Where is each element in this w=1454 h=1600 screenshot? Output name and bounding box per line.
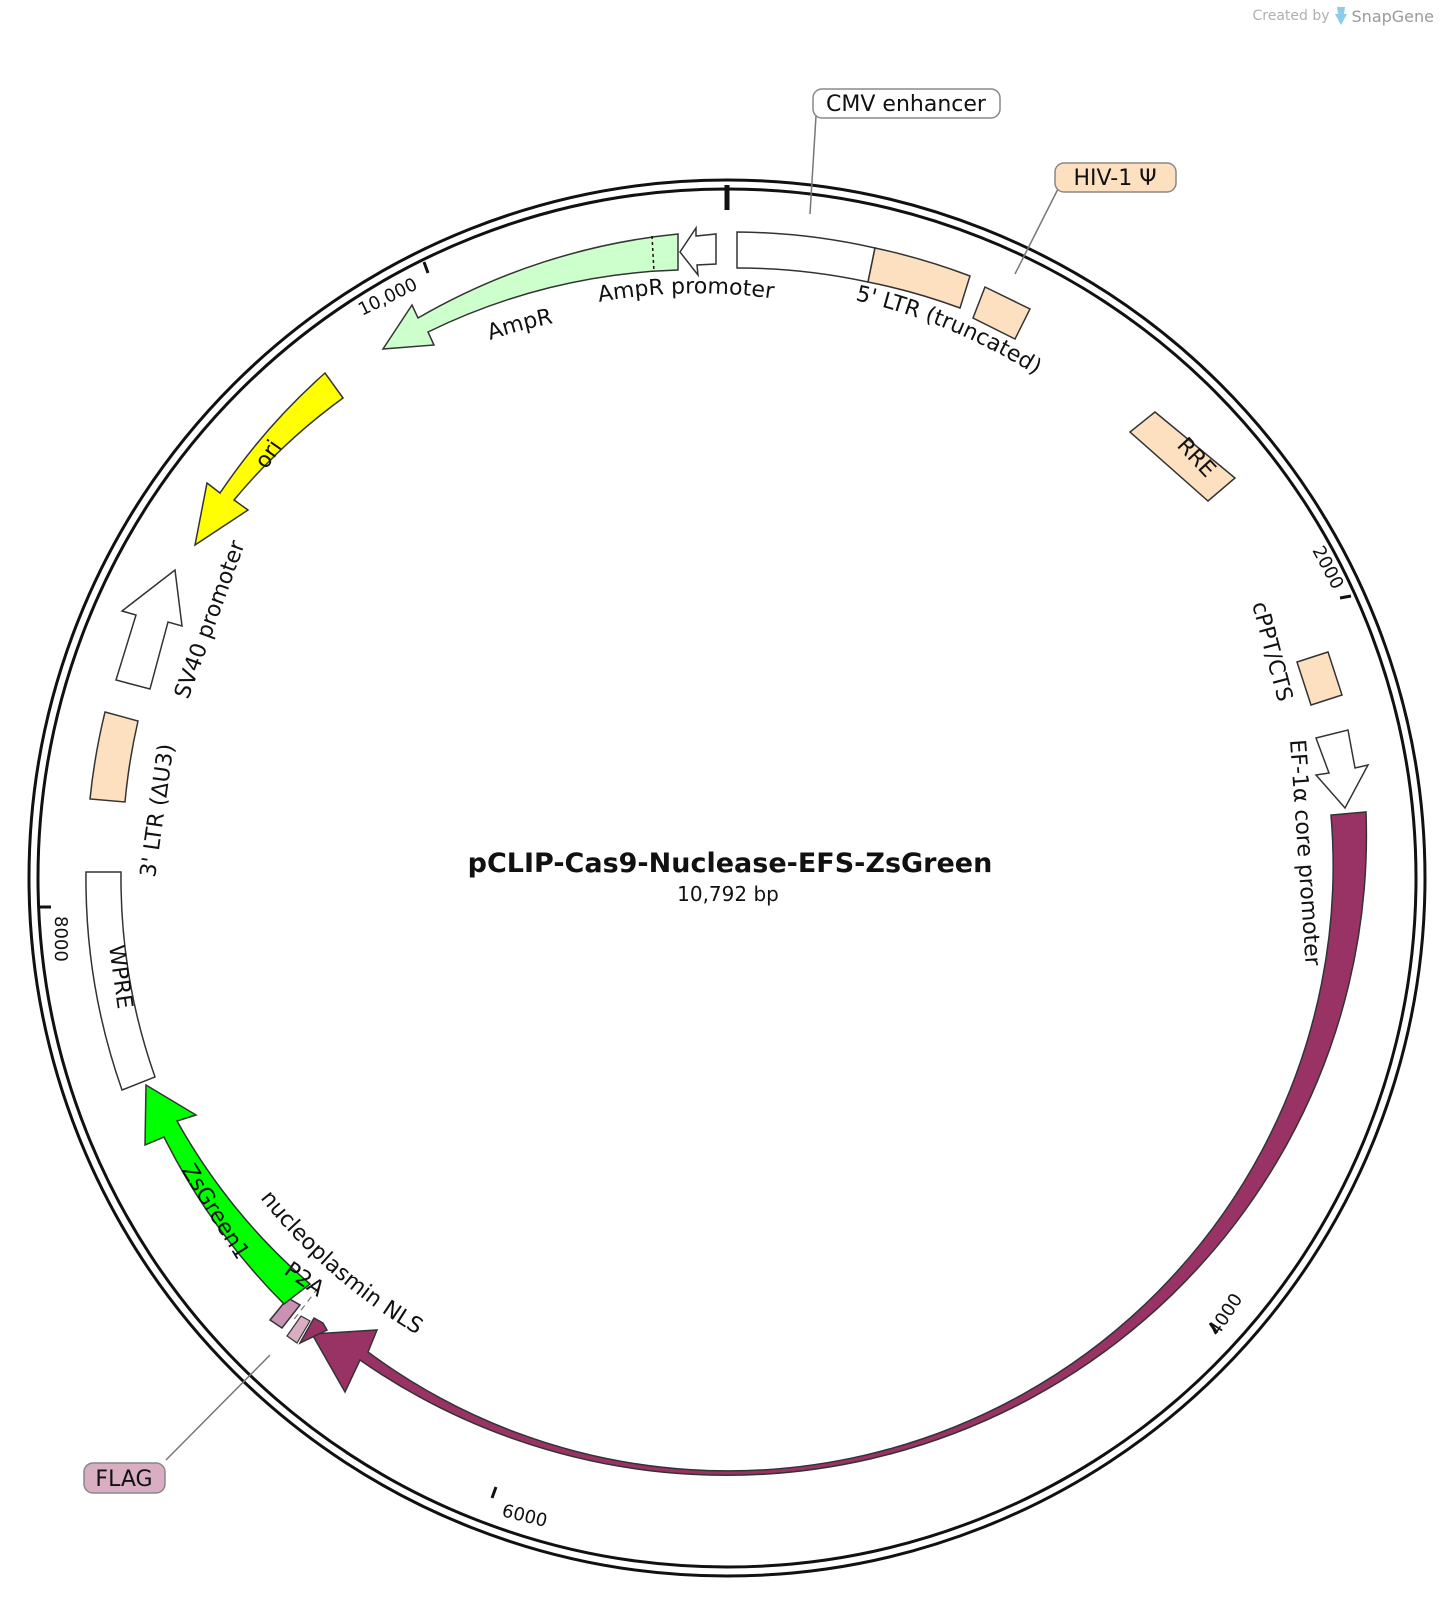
plasmid-size: 10,792 bp bbox=[677, 882, 779, 906]
watermark-prefix: Created by bbox=[1252, 8, 1330, 24]
p2a-feature[interactable] bbox=[268, 1297, 302, 1330]
callout-lines bbox=[165, 115, 1059, 1461]
ampr-feature[interactable] bbox=[381, 233, 679, 350]
watermark-brand: SnapGene bbox=[1351, 6, 1434, 26]
flag-feature[interactable] bbox=[286, 1315, 311, 1344]
hiv-psi-feature[interactable] bbox=[972, 285, 1032, 341]
cmv-enhancer-label: CMV enhancer bbox=[826, 92, 987, 117]
flag-callout[interactable]: FLAG bbox=[83, 1462, 166, 1494]
ampr-promoter-label: AmpR promoter bbox=[596, 274, 777, 308]
tick-mark-4000 bbox=[1208, 1322, 1219, 1334]
ltr5-feature[interactable] bbox=[867, 247, 971, 309]
zsgreen-feature[interactable] bbox=[144, 1083, 312, 1305]
cppt-label: cPPT/CTS bbox=[1246, 599, 1297, 704]
tick-mark-2000 bbox=[1339, 594, 1352, 600]
cas9-feature[interactable] bbox=[310, 811, 1368, 1476]
ampr-label: AmpR bbox=[484, 304, 555, 345]
hiv-psi-callout[interactable]: HIV-1 Ψ bbox=[1054, 162, 1177, 193]
flag-box bbox=[83, 1462, 166, 1494]
cmv-enhancer-leader bbox=[809, 115, 817, 215]
cppt-feature[interactable] bbox=[1296, 651, 1343, 706]
plasmid-title-block: pCLIP-Cas9-Nuclease-EFS-ZsGreen 10,792 b… bbox=[468, 848, 993, 906]
ampr-promoter-overlap-marker bbox=[651, 235, 655, 273]
cmv-enhancer-feature[interactable] bbox=[736, 231, 876, 283]
nls-feature[interactable] bbox=[298, 1316, 329, 1345]
p2a-leader bbox=[291, 1287, 319, 1323]
ef1a-promoter-feature[interactable] bbox=[1314, 729, 1370, 810]
plasmid-name: pCLIP-Cas9-Nuclease-EFS-ZsGreen bbox=[468, 848, 993, 879]
flag-leader bbox=[165, 1354, 271, 1461]
snapgene-logo-icon bbox=[1334, 7, 1347, 25]
wpre-feature[interactable] bbox=[85, 871, 156, 1091]
flag-label: FLAG bbox=[95, 1467, 152, 1492]
zsgreen-label: ZsGreen1 bbox=[176, 1160, 254, 1264]
snapgene-watermark: Created by SnapGene bbox=[1252, 6, 1434, 26]
hiv-psi-leader bbox=[1014, 188, 1059, 275]
sv40-promoter-feature[interactable] bbox=[115, 568, 183, 690]
tick-label-6000: 6000 bbox=[500, 1500, 550, 1531]
tick-marks bbox=[39, 261, 1352, 1499]
ltr3-label: 3' LTR (ΔU3) bbox=[136, 742, 179, 878]
tick-mark-6000 bbox=[490, 1486, 498, 1499]
ampr-promoter-feature[interactable] bbox=[679, 225, 717, 278]
ltr3-feature[interactable] bbox=[89, 711, 139, 803]
ori-feature[interactable] bbox=[193, 371, 345, 547]
cmv-enhancer-callout[interactable]: CMV enhancer bbox=[812, 88, 1001, 119]
cmv-enhancer-box bbox=[812, 88, 1001, 119]
hiv-psi-label: HIV-1 Ψ bbox=[1073, 166, 1156, 191]
hiv-psi-box bbox=[1054, 162, 1177, 193]
ef1a-label: EF-1α core promoter bbox=[1284, 739, 1325, 968]
features bbox=[85, 225, 1370, 1476]
tick-mark-10000 bbox=[422, 261, 430, 274]
backbone bbox=[27, 178, 1427, 1578]
rre-feature[interactable] bbox=[1128, 411, 1237, 502]
tick-label-8000: 8000 bbox=[50, 916, 71, 962]
sv40-label: SV40 promoter bbox=[170, 537, 251, 703]
backbone-outer-circle bbox=[27, 178, 1427, 1578]
tick-label-4000: 4000 bbox=[1205, 1290, 1248, 1340]
